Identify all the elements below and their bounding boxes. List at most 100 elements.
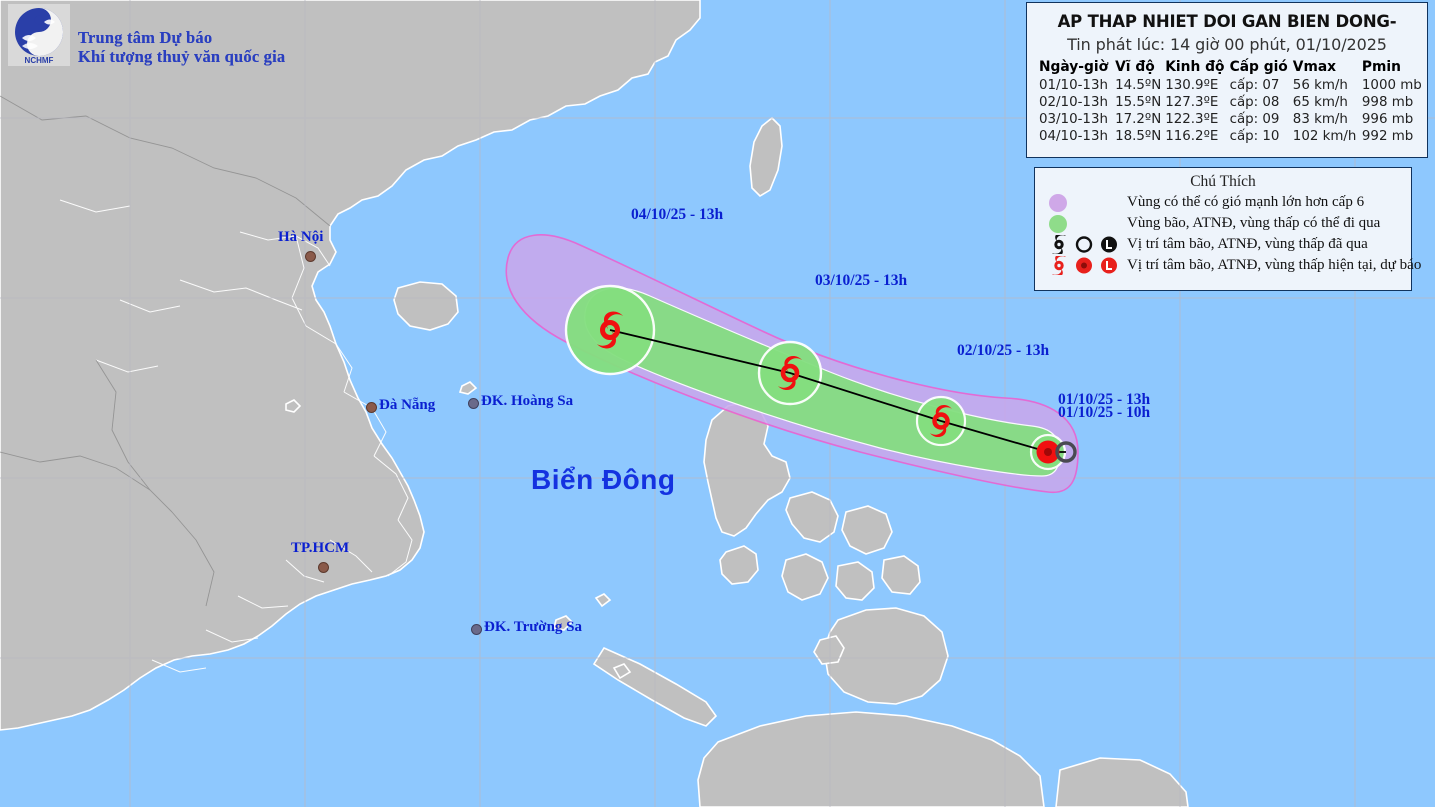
- legend-row-track-area: Vùng bão, ATNĐ, vùng thấp có thể đi qua: [1035, 214, 1411, 233]
- city-label-danang: Đà Nẵng: [379, 397, 436, 413]
- islet-d: [594, 593, 612, 608]
- col-header-datetime: Ngày-giờ: [1039, 59, 1109, 75]
- bulletin-issued-time: Tin phát lúc: 14 giờ 00 phút, 01/10/2025: [1067, 35, 1387, 54]
- cell-lon: 127.3ºE: [1165, 95, 1219, 110]
- cell-pmin: 992 mb: [1361, 129, 1414, 144]
- cell-lon: 130.9ºE: [1165, 78, 1219, 93]
- open-circle-black-icon: [1075, 236, 1093, 253]
- forecast-table: Ngày-giờ Vĩ độ Kinh độ Cấp gió Vmax Pmin…: [1027, 59, 1427, 145]
- legend-row-current-positions: Vị trí tâm bão, ATNĐ, vùng thấp hiện tại…: [1035, 256, 1421, 275]
- cell-datetime: 04/10-13h: [1039, 129, 1108, 144]
- low-pressure-red-icon: [1101, 257, 1117, 274]
- cell-grade: cấp: 08: [1229, 95, 1280, 110]
- cell-lat: 14.5ºN: [1115, 78, 1162, 93]
- samar-island: [881, 555, 921, 595]
- island-label-truongsa: ĐK. Trường Sa: [484, 619, 583, 635]
- forecast-info-panel: AP THAP NHIET DOI GAN BIEN DONG- Tin phá…: [1026, 2, 1428, 158]
- cell-grade: cấp: 07: [1229, 78, 1280, 93]
- city-dot-tphcm: [318, 562, 329, 573]
- negros-island: [835, 561, 875, 601]
- org-name-line2: Khí tượng thuỷ văn quốc gia: [78, 47, 286, 66]
- forecast-table-header-row: Ngày-giờ Vĩ độ Kinh độ Cấp gió Vmax Pmin: [1027, 59, 1427, 77]
- org-name-line1: Trung tâm Dự báo: [78, 28, 213, 47]
- legend-row-past-positions: Vị trí tâm bão, ATNĐ, vùng thấp đã qua: [1035, 235, 1411, 254]
- island-dot-truongsa: [471, 624, 482, 635]
- landmass-group: [0, 0, 1189, 807]
- mainland-asia: [0, 0, 701, 731]
- legend-text-past-positions: Vị trí tâm bão, ATNĐ, vùng thấp đã qua: [1127, 236, 1368, 252]
- legend-symbol-group: [1049, 235, 1127, 254]
- islet-c: [553, 615, 574, 631]
- cell-vmax: 56 km/h: [1292, 78, 1348, 93]
- islet-e: [612, 663, 632, 680]
- taiwan-island: [749, 116, 783, 198]
- storm-marker-01-10-13h: [1036, 440, 1060, 464]
- hainan-island: [393, 281, 459, 331]
- cell-lon: 122.3ºE: [1165, 112, 1219, 127]
- mindoro-island: [719, 545, 759, 585]
- legend-symbol-group: [1049, 214, 1127, 233]
- storm-marker-04-10: [597, 311, 623, 349]
- purple-swatch-icon: [1049, 193, 1067, 212]
- visayas-east: [841, 505, 893, 555]
- cell-lat: 18.5ºN: [1115, 129, 1162, 144]
- city-label-hanoi: Hà Nội: [278, 229, 324, 245]
- cell-lat: 17.2ºN: [1115, 112, 1162, 127]
- col-header-vmax: Vmax: [1292, 59, 1337, 75]
- panay-island: [781, 553, 829, 601]
- col-header-pmin: Pmin: [1361, 59, 1401, 75]
- cell-grade: cấp: 10: [1229, 129, 1280, 144]
- track-label-01-10-13h: 01/10/25 - 13h: [1058, 391, 1151, 408]
- city-label-tphcm: TP.HCM: [291, 540, 350, 556]
- cell-vmax: 65 km/h: [1292, 95, 1348, 110]
- table-row: 02/10-13h 15.5ºN 127.3ºE cấp: 08 65 km/h…: [1027, 94, 1427, 111]
- cell-pmin: 1000 mb: [1361, 78, 1422, 93]
- storm-marker-02-10: [930, 404, 952, 438]
- cell-lon: 116.2ºE: [1165, 129, 1219, 144]
- track-label-03-10: 03/10/25 - 13h: [815, 272, 908, 289]
- track-label-02-10: 02/10/25 - 13h: [957, 342, 1050, 359]
- filled-circle-red-icon: [1076, 257, 1092, 274]
- cell-lat: 15.5ºN: [1115, 95, 1162, 110]
- legend-text-track-area: Vùng bão, ATNĐ, vùng thấp có thể đi qua: [1127, 215, 1381, 231]
- sulawesi-island: [1055, 757, 1189, 807]
- track-label-01-10-10h: 01/10/25 - 10h: [1058, 404, 1151, 421]
- logo-abbrev-text: NCHMF: [25, 56, 54, 65]
- country-borders: [0, 95, 331, 607]
- col-header-lon: Kinh độ: [1165, 59, 1225, 75]
- cell-datetime: 02/10-13h: [1039, 95, 1108, 110]
- cell-datetime: 01/10-13h: [1039, 78, 1108, 93]
- mindanao-island: [823, 607, 949, 705]
- legend-text-gale-area: Vùng có thể có gió mạnh lớn hơn cấp 6: [1127, 194, 1365, 210]
- legend-text-current-positions: Vị trí tâm bão, ATNĐ, vùng thấp hiện tại…: [1127, 257, 1422, 273]
- islet-b: [458, 381, 478, 395]
- legend-row-gale-area: Vùng có thể có gió mạnh lớn hơn cấp 6: [1035, 193, 1411, 212]
- table-row: 04/10-13h 18.5ºN 116.2ºE cấp: 10 102 km/…: [1027, 128, 1427, 145]
- low-pressure-black-icon: [1101, 236, 1117, 253]
- bulletin-title: AP THAP NHIET DOI GAN BIEN DONG-: [1057, 12, 1397, 31]
- track-label-04-10: 04/10/25 - 13h: [631, 206, 724, 223]
- cyclone-black-icon: [1052, 235, 1066, 254]
- city-dot-danang: [366, 402, 377, 413]
- col-header-lat: Vĩ độ: [1115, 59, 1155, 75]
- legend-panel: Chú Thích Vùng có thể có gió mạnh lớn hơ…: [1034, 167, 1421, 291]
- nchmf-circular-logo: NCHMF: [8, 4, 70, 66]
- island-dot-hoangsa: [468, 398, 479, 409]
- cell-grade: cấp: 09: [1229, 112, 1280, 127]
- sea-label-bien-dong: Biển Đông: [531, 464, 676, 495]
- legend-symbol-group: [1049, 256, 1127, 275]
- green-swatch-icon: [1049, 214, 1067, 233]
- sulu-islet: [813, 635, 845, 665]
- legend-symbol-group: [1049, 193, 1127, 212]
- nchmf-logo-block: NCHMF Trung tâm Dự báo Khí tượng thuỷ vă…: [8, 4, 285, 66]
- cell-pmin: 996 mb: [1361, 112, 1414, 127]
- table-row: 01/10-13h 14.5ºN 130.9ºE cấp: 07 56 km/h…: [1027, 77, 1427, 94]
- cyclone-red-icon: [1052, 256, 1066, 275]
- islet-a: [285, 399, 302, 413]
- visayas-north: [785, 491, 839, 543]
- cell-pmin: 998 mb: [1361, 95, 1414, 110]
- cell-vmax: 102 km/h: [1292, 129, 1357, 144]
- storm-marker-03-10: [778, 355, 802, 391]
- cell-vmax: 83 km/h: [1292, 112, 1348, 127]
- city-dot-hanoi: [305, 251, 316, 262]
